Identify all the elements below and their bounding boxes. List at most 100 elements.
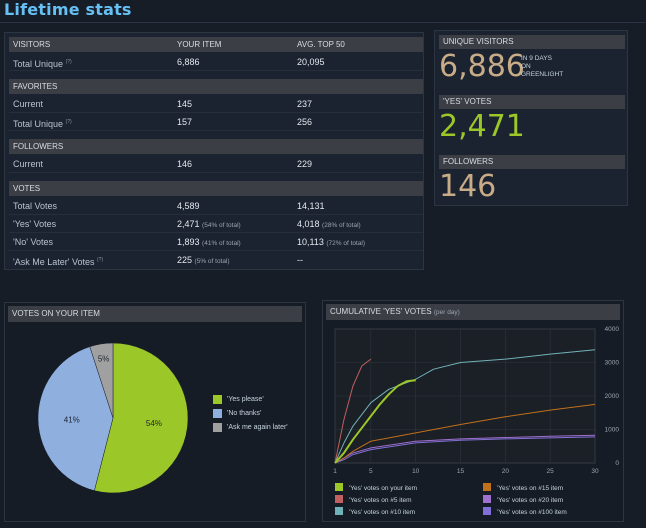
title-divider (0, 22, 646, 23)
legend-swatch (213, 423, 222, 432)
table-row: Current 146 229 (9, 155, 423, 173)
legend-label: 'No thanks' (227, 410, 262, 417)
followers-header: FOLLOWERS (439, 155, 625, 169)
legend-swatch (483, 483, 491, 491)
legend-swatch (335, 507, 343, 515)
value-text: 4,018 (297, 219, 320, 229)
value-text: 225 (177, 255, 193, 265)
avg-value: 256 (297, 117, 313, 127)
pie-slice-label: 5% (98, 355, 110, 364)
avg-value: -- (297, 255, 303, 265)
votes-section-header: VOTES (9, 181, 423, 196)
days-note-line: IN 9 DAYS (521, 55, 552, 62)
avg-value: 4,018 (28% of total) (297, 215, 361, 235)
line-chart-title-note: (per day) (433, 309, 460, 316)
days-note-line: ON (521, 63, 531, 70)
legend-label: 'Yes' votes on #15 item (497, 485, 563, 492)
help-icon[interactable]: (?) (97, 257, 104, 263)
avg-value: 10,113 (72% of total) (297, 233, 365, 253)
your-value: 157 (177, 117, 193, 127)
pie-slice[interactable] (37, 346, 114, 491)
pie-slice[interactable] (94, 342, 189, 494)
series-line (334, 349, 596, 464)
pie-slice[interactable] (89, 342, 114, 419)
table-row: Total Votes 4,589 14,131 (9, 197, 423, 215)
unique-visitors-header: UNIQUE VISITORS (439, 35, 625, 49)
legend-label: 'Yes' votes on #10 item (349, 509, 415, 516)
y-tick-label: 3000 (605, 360, 620, 367)
series-line (334, 358, 372, 464)
your-value: 4,589 (177, 201, 200, 211)
line-chart-title: CUMULATIVE 'YES' VOTES (330, 307, 432, 316)
percent-note: (28% of total) (322, 222, 361, 229)
days-note-line: GREENLIGHT (521, 71, 564, 78)
line-chart-title-bar: CUMULATIVE 'YES' VOTES (per day) (326, 304, 620, 320)
unique-visitors-value: 6,886 (439, 49, 525, 84)
legend-swatch (335, 495, 343, 503)
y-tick-label: 2000 (605, 393, 620, 400)
avg-value: 237 (297, 99, 313, 109)
table-row: 'Ask Me Later' Votes (?) 225 (5% of tota… (9, 251, 423, 269)
pie-slice-label: 54% (146, 419, 162, 428)
x-tick-label: 25 (547, 468, 555, 475)
x-tick-label: 15 (457, 468, 465, 475)
row-label: Total Votes (13, 201, 58, 211)
stats-table-panel: VISITORS YOUR ITEM AVG. TOP 50 Total Uni… (4, 32, 424, 270)
value-text: 10,113 (297, 237, 324, 247)
pie-chart-title: VOTES ON YOUR ITEM (8, 306, 302, 322)
your-value: 2,471 (54% of total) (177, 215, 241, 235)
avg-value: 14,131 (297, 201, 325, 211)
legend-label: 'Yes' votes on your item (349, 485, 417, 492)
your-value: 225 (5% of total) (177, 251, 230, 271)
percent-note: (5% of total) (194, 258, 230, 265)
votes-header-label: VOTES (13, 184, 41, 193)
your-value: 146 (177, 159, 193, 169)
x-tick-label: 1 (333, 468, 337, 475)
row-label-text: Total Unique (13, 119, 64, 129)
legend-label: 'Ask me again later' (227, 424, 288, 431)
pie-slice-label: 41% (64, 415, 80, 424)
cumulative-yes-panel: CUMULATIVE 'YES' VOTES (per day) 1 5 10 15 2… (322, 300, 624, 522)
row-label: 'Yes' Votes (13, 219, 57, 229)
y-tick-label: 4000 (605, 326, 620, 333)
followers-value: 146 (439, 169, 497, 204)
favorites-header-label: FAVORITES (13, 82, 58, 91)
y-tick-label: 0 (615, 460, 619, 467)
your-value: 6,886 (177, 57, 200, 67)
table-row: Current 145 237 (9, 95, 423, 113)
table-row: Total Unique (?) 6,886 20,095 (9, 53, 423, 71)
yes-votes-header: 'YES' VOTES (439, 95, 625, 109)
help-icon[interactable]: (?) (65, 59, 72, 65)
percent-note: (54% of total) (202, 222, 241, 229)
row-label: Current (13, 99, 44, 109)
legend-swatch (335, 483, 343, 491)
followers-header-label: FOLLOWERS (13, 142, 64, 151)
series-line (334, 379, 416, 464)
x-tick-label: 20 (502, 468, 510, 475)
votes-pie-chart: 54% 41% 5% (37, 342, 189, 494)
legend-label: 'Yes please' (227, 396, 264, 403)
legend-label: 'Yes' votes on #5 item (349, 497, 412, 504)
visitors-section-header: VISITORS YOUR ITEM AVG. TOP 50 (9, 37, 423, 52)
x-tick-label: 5 (369, 468, 373, 475)
yes-votes-value: 2,471 (439, 109, 525, 144)
days-on-greenlight-note: IN 9 DAYS ON GREENLIGHT (521, 55, 563, 79)
value-text: 2,471 (177, 219, 200, 229)
table-row: 'No' Votes 1,893 (41% of total) 10,113 (… (9, 233, 423, 251)
legend-label: 'Yes' votes on #20 item (497, 497, 563, 504)
summary-panel: UNIQUE VISITORS 6,886 IN 9 DAYS ON GREEN… (434, 30, 628, 206)
your-value: 1,893 (41% of total) (177, 233, 241, 253)
row-label: 'Ask Me Later' Votes (?) (13, 251, 103, 271)
help-icon[interactable]: (?) (65, 119, 72, 125)
favorites-section-header: FAVORITES (9, 79, 423, 94)
page-title: Lifetime stats (4, 0, 132, 19)
percent-note: (41% of total) (202, 240, 241, 247)
followers-section-header: FOLLOWERS (9, 139, 423, 154)
percent-note: (72% of total) (326, 240, 366, 247)
row-label: Total Unique (?) (13, 53, 72, 73)
x-tick-label: 10 (412, 468, 420, 475)
your-value: 145 (177, 99, 193, 109)
series-line (334, 436, 596, 464)
table-row: 'Yes' Votes 2,471 (54% of total) 4,018 (… (9, 215, 423, 233)
